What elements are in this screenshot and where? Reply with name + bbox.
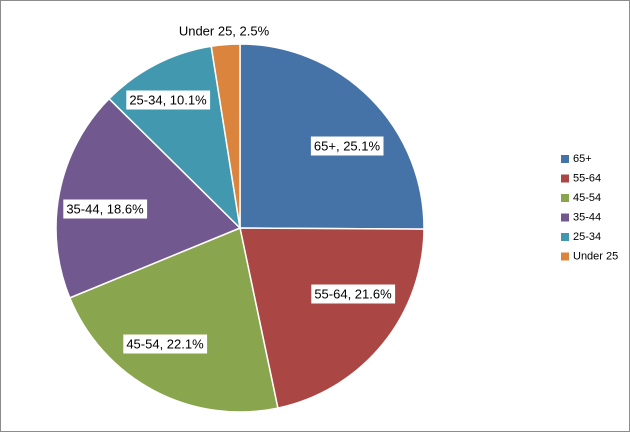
data-label-25-34: 25-34, 10.1% bbox=[126, 90, 211, 110]
data-label-text: 65+, 25.1% bbox=[314, 139, 381, 154]
pie-slice-45-54 bbox=[68, 226, 279, 413]
data-label-35-44: 35-44, 18.6% bbox=[63, 199, 148, 219]
legend-swatch bbox=[561, 233, 569, 241]
data-label-55-64: 55-64, 21.6% bbox=[311, 284, 396, 304]
legend-label: Under 25 bbox=[573, 251, 618, 263]
pie-slice-55-64 bbox=[239, 227, 425, 409]
legend-item-35-44: 35-44 bbox=[561, 212, 601, 224]
legend-label: 35-44 bbox=[573, 212, 601, 224]
data-label-45-54: 45-54, 22.1% bbox=[123, 334, 208, 354]
data-labels: 65+, 25.1% 55-64, 21.6% 45-54, 22.1% 35-44,… bbox=[63, 24, 396, 354]
data-label-box bbox=[126, 90, 211, 110]
data-label-box bbox=[311, 284, 396, 304]
legend-swatch bbox=[561, 194, 569, 202]
legend-label: 55-64 bbox=[573, 173, 601, 185]
legend-item-under-25: Under 25 bbox=[561, 251, 618, 263]
legend-label: 65+ bbox=[573, 153, 592, 165]
pie-slices bbox=[55, 43, 425, 413]
data-label-text: 25-34, 10.1% bbox=[129, 93, 207, 108]
legend-item-45-54: 45-54 bbox=[561, 192, 601, 204]
data-label-under-25: Under 25, 2.5% bbox=[179, 24, 270, 39]
data-label-text: 45-54, 22.1% bbox=[126, 337, 204, 352]
legend-item-55-64: 55-64 bbox=[561, 173, 601, 185]
pie-slice-under-25 bbox=[210, 43, 241, 229]
legend-label: 45-54 bbox=[573, 192, 601, 204]
legend-item-25-34: 25-34 bbox=[561, 231, 601, 243]
data-label-box bbox=[63, 199, 148, 219]
data-label-text: 55-64, 21.6% bbox=[314, 287, 392, 302]
data-label-text: Under 25, 2.5% bbox=[179, 24, 270, 39]
legend-swatch bbox=[561, 155, 569, 163]
data-label-65: 65+, 25.1% bbox=[310, 136, 384, 156]
legend-label: 25-34 bbox=[573, 231, 601, 243]
legend-item-65: 65+ bbox=[561, 153, 592, 165]
legend-swatch bbox=[561, 174, 569, 183]
legend: 65+ 55-64 45-54 35-44 25-34 Under 25 bbox=[561, 153, 618, 263]
pie-slice-35-44 bbox=[55, 97, 242, 299]
legend-swatch bbox=[561, 252, 569, 261]
data-label-box bbox=[310, 136, 384, 156]
legend-swatch bbox=[561, 213, 569, 222]
data-label-text: 35-44, 18.6% bbox=[66, 202, 144, 217]
data-label-box bbox=[123, 334, 208, 354]
